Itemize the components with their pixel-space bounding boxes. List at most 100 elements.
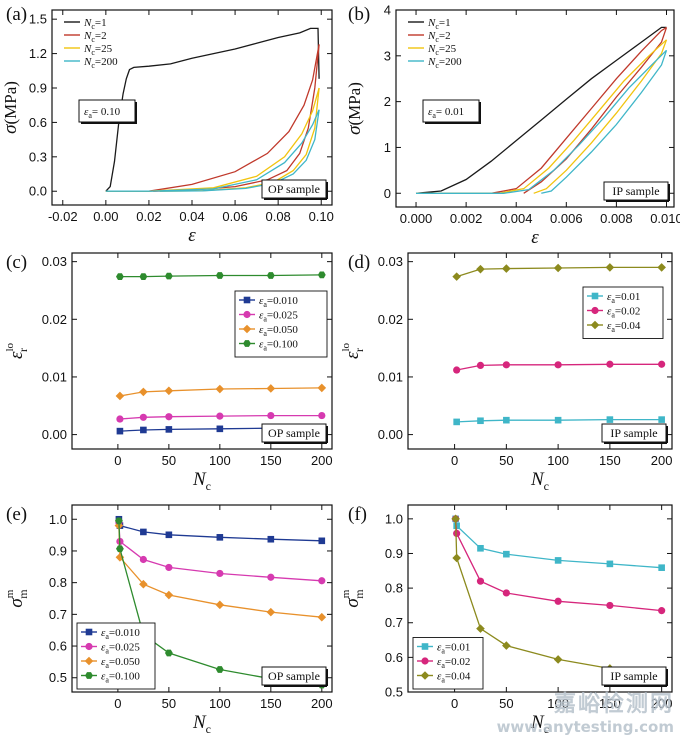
- y-tick-label: 0.6: [49, 639, 67, 654]
- plot-data: [451, 514, 666, 678]
- plot-frame: [71, 252, 333, 450]
- legend-label: εa=0.04: [437, 671, 471, 685]
- sample-label: OP sample: [268, 669, 320, 683]
- data-point: [139, 273, 148, 280]
- x-tick-label: 0.008: [600, 211, 633, 226]
- data-point: [477, 417, 484, 425]
- y-tick-label: 1.2: [29, 46, 47, 61]
- data-point: [318, 577, 326, 585]
- data-point: [420, 671, 430, 680]
- x-tick-label: 0.000: [400, 211, 433, 226]
- x-axis-label: Nc: [192, 712, 211, 736]
- data-point: [266, 384, 276, 393]
- legend-label: εa=0.04: [607, 320, 641, 334]
- x-tick-label: 0: [114, 453, 121, 468]
- y-tick-label: 0.9: [29, 81, 47, 96]
- data-point: [85, 672, 93, 679]
- plot-frame: [407, 252, 673, 450]
- legend-label: Nc=2: [427, 30, 451, 44]
- data-point: [116, 545, 124, 553]
- y-tick-label: 0.5: [385, 685, 403, 700]
- series-line: [119, 387, 322, 397]
- y-tick-label: 2: [384, 94, 391, 109]
- data-point: [139, 555, 147, 564]
- legend-label: εa=0.025: [101, 642, 140, 656]
- data-point: [215, 384, 225, 394]
- x-axis-label: ε: [531, 227, 539, 248]
- panel-label: (c): [6, 252, 27, 273]
- y-tick-label: 1: [384, 140, 391, 155]
- data-point: [165, 531, 173, 539]
- data-point: [658, 607, 666, 615]
- y-axis-label: σ(MPa): [0, 81, 21, 134]
- series-line: [119, 274, 322, 278]
- data-point: [116, 273, 124, 280]
- y-tick-label: 0.0: [29, 184, 47, 199]
- y-axis-label: σmm: [4, 589, 30, 608]
- x-tick-label: 0.06: [222, 209, 247, 224]
- x-tick-label: 0: [114, 696, 121, 711]
- data-point: [317, 271, 326, 279]
- data-point: [476, 264, 485, 274]
- data-point: [140, 528, 147, 536]
- x-tick-label: 150: [599, 696, 621, 711]
- data-point: [116, 415, 124, 423]
- watermark-text: 嘉峪检测网: [553, 692, 674, 717]
- data-point: [266, 607, 276, 617]
- series-line: [119, 414, 322, 420]
- data-point: [503, 550, 510, 558]
- x-tick-label: 200: [651, 453, 673, 468]
- x-tick-label: 0.002: [450, 211, 483, 226]
- watermark: 嘉峪检测网 www.anytesting.com: [497, 686, 674, 736]
- panel-label: (d): [348, 252, 370, 273]
- y-tick-label: 0.01: [378, 369, 403, 384]
- x-tick-label: 50: [499, 453, 513, 468]
- data-point: [502, 589, 510, 597]
- data-point: [216, 412, 224, 420]
- data-point: [554, 361, 562, 369]
- data-point: [503, 416, 510, 424]
- legend-label: εa=0.01: [607, 291, 640, 305]
- x-tick-label: 0.010: [650, 211, 680, 226]
- data-point: [554, 416, 562, 424]
- data-point: [657, 263, 666, 272]
- data-point: [85, 642, 93, 651]
- data-point: [502, 361, 510, 369]
- chart-panel: (b) 0.000 0.002 0.004 0.006 0.008 0.010 0 1 2 3 4 ε σ…: [344, 3, 680, 249]
- y-tick-label: 0.02: [378, 312, 403, 327]
- data-point: [243, 340, 251, 347]
- x-tick-label: 0.00: [93, 209, 118, 224]
- series-line: [523, 27, 668, 194]
- legend-label: εa=0.100: [259, 339, 298, 353]
- data-point: [318, 411, 326, 420]
- y-tick-label: 0: [384, 186, 391, 201]
- series-line: [159, 87, 320, 192]
- x-tick-label: 200: [311, 453, 333, 468]
- y-tick-label: 0.9: [385, 546, 403, 561]
- chart-panel: (e) 0 50 100 150 200 0.5 0.6 0.7 0.8 0.9 1.0 Nc σmm εa…: [4, 504, 333, 736]
- data-point: [215, 272, 224, 279]
- chart-panel: (f) 0 50 100 150 200 0.5 0.6 0.7 0.8 0.9 1.0 Nc σmm εa…: [340, 504, 673, 736]
- data-point: [451, 514, 460, 524]
- y-tick-label: 1.0: [385, 511, 403, 526]
- data-point: [452, 553, 461, 563]
- legend-label: Nc=25: [427, 43, 457, 57]
- series-line: [415, 26, 667, 194]
- y-tick-label: 0.7: [49, 607, 67, 622]
- data-point: [243, 310, 251, 319]
- y-tick-label: 1.0: [49, 512, 67, 527]
- legend-label: εa=0.010: [259, 295, 298, 309]
- data-point: [553, 655, 563, 664]
- y-tick-label: 0.03: [378, 254, 403, 269]
- x-tick-label: 200: [311, 696, 333, 711]
- y-tick-label: 0.5: [49, 670, 67, 685]
- data-point: [317, 612, 327, 622]
- y-tick-label: 3: [384, 48, 391, 63]
- y-axis-label: εlor: [4, 342, 30, 359]
- data-point: [591, 292, 599, 300]
- data-point: [115, 391, 125, 401]
- panel-label: (b): [348, 4, 370, 25]
